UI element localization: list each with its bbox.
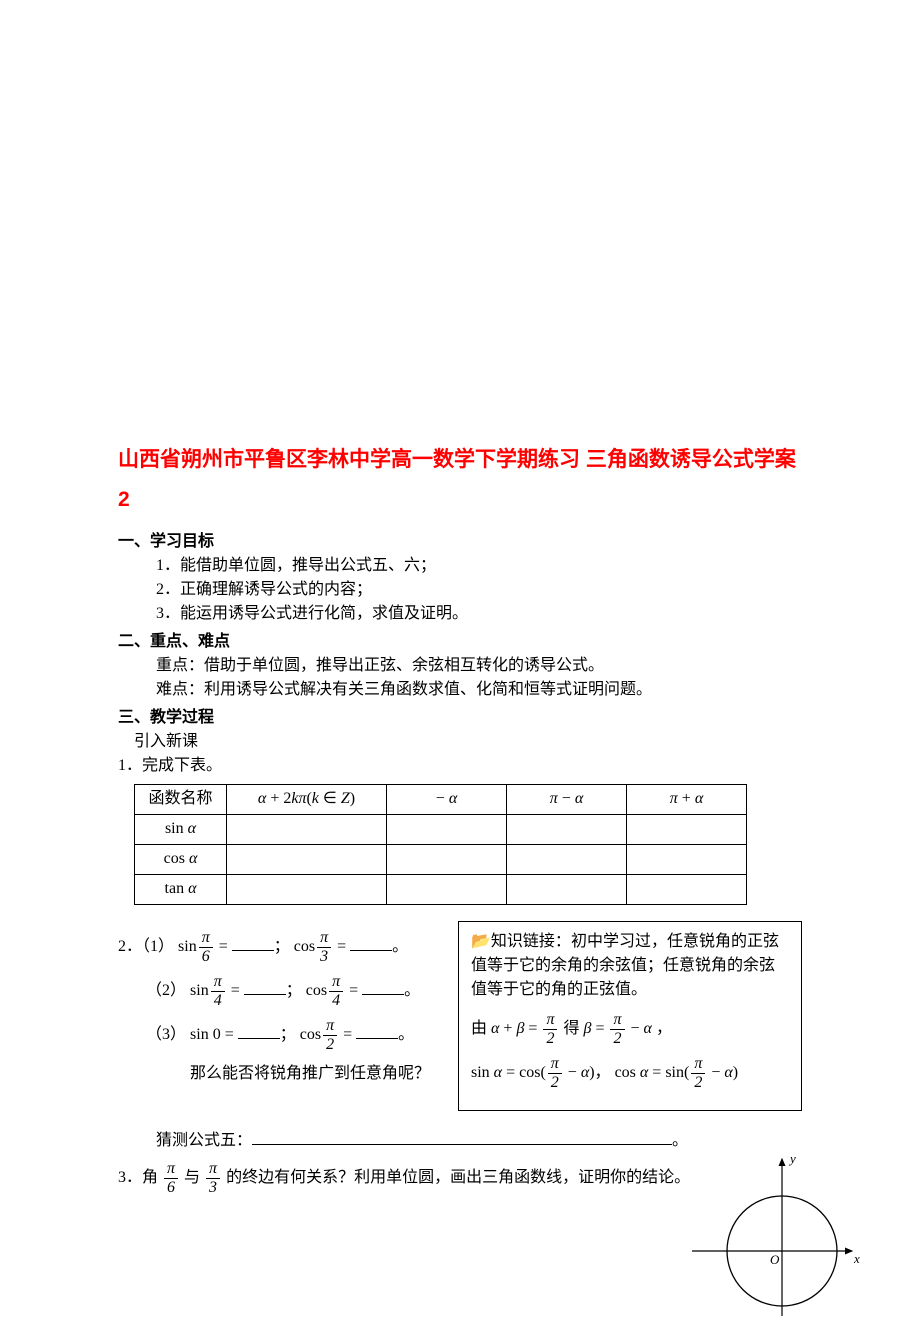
s1-item-2: 2．正确理解诱导公式的内容； <box>118 578 802 602</box>
q2-tail: 那么能否将锐角推广到任意角呢？ <box>118 1062 434 1086</box>
cell <box>227 814 387 844</box>
q1-table-wrap: 函数名称 α + 2kπ(k ∈ Z) − α π − α π + α sin … <box>118 784 802 905</box>
blank <box>244 981 286 995</box>
table-row: 函数名称 α + 2kπ(k ∈ Z) − α π − α π + α <box>135 784 747 814</box>
table-row: tan α <box>135 874 747 904</box>
q2-block: 2．（1） sinπ6 = ； cosπ3 = 。 （2） sinπ4 = ； … <box>118 921 434 1086</box>
th-funcname: 函数名称 <box>135 784 227 814</box>
blank <box>238 1025 280 1039</box>
q1-table: 函数名称 α + 2kπ(k ∈ Z) − α π − α π + α sin … <box>134 784 747 905</box>
section-3-heading: 三、教学过程 <box>118 706 802 730</box>
blank <box>232 937 274 951</box>
knowledge-formula-1: 由 α + β = π2 得 β = π2 − α ， <box>471 1012 789 1047</box>
section-2-heading: 二、重点、难点 <box>118 630 802 654</box>
two-column-block: 2．（1） sinπ6 = ； cosπ3 = 。 （2） sinπ4 = ； … <box>118 921 802 1111</box>
cell <box>227 844 387 874</box>
knowledge-box: 📂知识链接：初中学习过，任意锐角的正弦值等于它的余角的余弦值；任意锐角的余弦值等… <box>458 921 802 1111</box>
q3-tail: 的终边有何关系？利用单位圆，画出三角函数线，证明你的结论。 <box>226 1169 690 1186</box>
q3-line: 3．角 π6 与 π3 的终边有何关系？利用单位圆，画出三角函数线，证明你的结论… <box>118 1161 802 1196</box>
blank <box>356 1025 398 1039</box>
th-col2: − α <box>387 784 507 814</box>
s2-line-1: 重点：借助于单位圆，推导出正弦、余弦相互转化的诱导公式。 <box>118 654 802 678</box>
q3-prefix: 3．角 <box>118 1169 158 1186</box>
section-1-heading: 一、学习目标 <box>118 530 802 554</box>
cell <box>507 874 627 904</box>
axis-y-label: y <box>788 1151 796 1166</box>
cell <box>507 814 627 844</box>
cell <box>387 814 507 844</box>
cell <box>627 814 747 844</box>
q2-p2: （2） <box>146 982 186 999</box>
cell <box>227 874 387 904</box>
th-col3: π − α <box>507 784 627 814</box>
table-row: sin α <box>135 814 747 844</box>
s3-sub: 引入新课 <box>118 730 802 754</box>
q2-2: （2） sinπ4 = ； cosπ4 = 。 <box>118 974 434 1009</box>
table-row: cos α <box>135 844 747 874</box>
s2-line-2: 难点：利用诱导公式解决有关三角函数求值、化简和恒等式证明问题。 <box>118 678 802 702</box>
cell <box>387 844 507 874</box>
q3-mid: 与 <box>184 1169 200 1186</box>
q2-p3: （3） <box>146 1026 186 1043</box>
origin-label: O <box>770 1252 780 1267</box>
cell <box>627 844 747 874</box>
blank <box>350 937 392 951</box>
page-title: 山西省朔州市平鲁区李林中学高一数学下学期练习 三角函数诱导公式学案 2 <box>118 440 802 520</box>
s1-item-1: 1．能借助单位圆，推导出公式五、六； <box>118 554 802 578</box>
axis-x-label: x <box>853 1251 860 1266</box>
q1-label: 1．完成下表。 <box>118 754 802 778</box>
s1-item-3: 3．能运用诱导公式进行化简，求值及证明。 <box>118 602 802 626</box>
row-sin: sin α <box>135 814 227 844</box>
knowledge-title: 知识链接： <box>491 933 571 950</box>
cell <box>627 874 747 904</box>
knowledge-text: 📂知识链接：初中学习过，任意锐角的正弦值等于它的余角的余弦值；任意锐角的余弦值等… <box>471 930 789 1002</box>
guess-label: 猜测公式五： <box>156 1132 252 1149</box>
th-col4: π + α <box>627 784 747 814</box>
knowledge-formula-2: sin α = cos(π2 − α)， cos α = sin(π2 − α) <box>471 1056 789 1091</box>
cell <box>507 844 627 874</box>
cell <box>387 874 507 904</box>
q2-1: 2．（1） sinπ6 = ； cosπ3 = 。 <box>118 930 434 965</box>
q2-3: （3） sin 0 = ； cosπ2 = 。 <box>118 1018 434 1053</box>
q2-label: 2． <box>118 938 142 955</box>
q2-p1: （1） <box>142 938 174 955</box>
blank-long <box>252 1130 672 1144</box>
folder-icon: 📂 <box>471 933 491 950</box>
blank <box>362 981 404 995</box>
row-tan: tan α <box>135 874 227 904</box>
guess-line: 猜测公式五：。 <box>118 1129 802 1153</box>
th-col1: α + 2kπ(k ∈ Z) <box>227 784 387 814</box>
row-cos: cos α <box>135 844 227 874</box>
unit-circle-plot: x y O <box>682 1151 862 1321</box>
